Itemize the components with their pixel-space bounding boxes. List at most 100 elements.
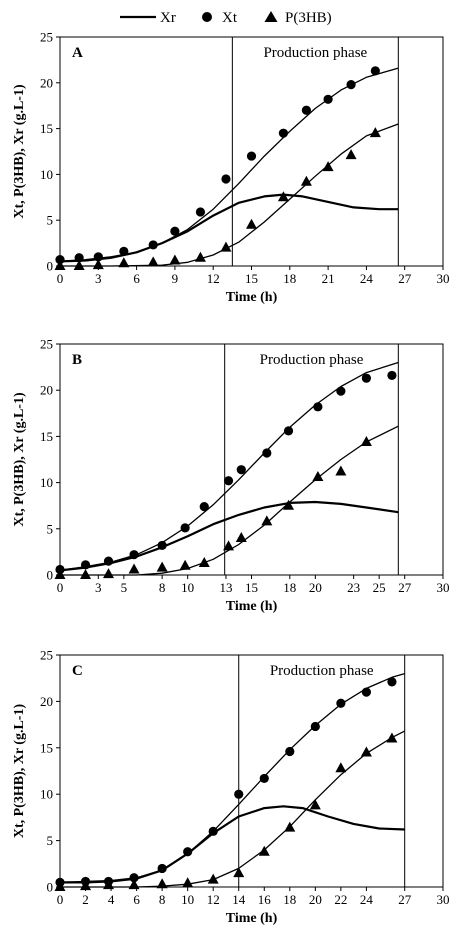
panel-c-y-tick-label: 10 — [40, 787, 53, 802]
panel-c-series-xt-point — [387, 677, 397, 687]
panel-a-x-tick-label: 12 — [207, 271, 220, 286]
panel-c-series-xt-point — [336, 698, 346, 708]
panel-b-x-tick-label: 15 — [245, 580, 258, 595]
panel-b-x-tick-label: 13 — [219, 580, 232, 595]
panel-b-x-tick-label: 5 — [121, 580, 128, 595]
panel-b-y-tick-label: 15 — [40, 429, 53, 444]
panel-c-series-xt-point — [183, 847, 193, 857]
panel-b-series-p-3hb--point — [283, 499, 295, 510]
panel-b-y-tick-label: 25 — [40, 337, 53, 352]
panel-a-y-tick-label: 5 — [47, 213, 54, 228]
panel-a-series-p-3hb--point — [118, 257, 130, 268]
panel-b-series-p-3hb--point — [360, 435, 372, 446]
panel-b-series-p-3hb-fit-line — [60, 425, 399, 576]
panel-c-x-tick-label: 8 — [159, 892, 166, 907]
panel-c-series-p-3hb--point — [335, 762, 347, 773]
panel-c-series-xt-fit-line — [59, 672, 405, 884]
panel-b-series-xt-point — [387, 370, 397, 381]
panel-b-series-p-3hb--point — [223, 540, 235, 551]
panel-a-series-p-3hb--point — [322, 161, 334, 172]
panel-c-series-p-3hb--point — [80, 880, 92, 891]
panel-a-label: A — [72, 45, 83, 61]
panel-b-series-xt-point — [262, 448, 272, 458]
panel-a-series-xt-point — [74, 253, 84, 263]
panel-b-series-p-3hb--point — [235, 532, 247, 543]
panel-b-x-tick-label: 25 — [373, 580, 386, 595]
panel-c-series-p-3hb--point — [284, 821, 296, 832]
legend: Xr Xt P(3HB) — [120, 10, 332, 26]
panel-b-series-xt-point — [336, 386, 346, 396]
panel-a-series-p-3hb--point — [220, 241, 232, 252]
panel-c-plot-frame — [59, 654, 444, 888]
panel-a-series-p-3hb--point — [92, 259, 104, 270]
panel-b-x-tick-label: 23 — [347, 580, 360, 595]
panel-a-series-xt-point — [301, 105, 311, 115]
panel-a: 0 5 10 15 20 25 0 3 6 9 12 15 18 21 24 27 30 Time (h) Xt, … — [12, 30, 450, 306]
panel-b-x-tick-label: 3 — [95, 580, 102, 595]
panel-c-series-xt-point — [129, 873, 139, 883]
panel-c-x-tick-label: 16 — [258, 892, 272, 907]
panel-c-x-tick-label: 6 — [133, 892, 140, 907]
panel-c-y-tick-label: 25 — [40, 648, 53, 663]
legend-label-xr: Xr — [160, 10, 176, 26]
panel-a-series-p-3hb--point — [277, 191, 289, 202]
panel-a-phase-annotation: Production phase — [263, 45, 367, 61]
panel-c-x-tick-label: 18 — [283, 892, 296, 907]
panel-c-series-p-3hb--point — [309, 799, 321, 810]
panel-a-series-xt-point — [246, 151, 257, 161]
panel-c-series-p-3hb--point — [207, 873, 219, 884]
panel-b-y-tick-label: 5 — [47, 521, 54, 536]
panel-c-series-xt-point — [208, 826, 218, 836]
panel-c-x-tick-label: 12 — [207, 892, 220, 907]
panel-b-series-p-3hb--point — [312, 471, 324, 482]
panel-b-series-p-3hb--point — [179, 559, 191, 570]
panel-b-x-tick-label: 18 — [283, 580, 296, 595]
panel-b-x-tick-label: 27 — [398, 580, 412, 595]
panel-c-x-tick-label: 2 — [82, 892, 89, 907]
panel-b-plot-frame — [59, 343, 444, 576]
panel-a-x-tick-label: 0 — [57, 271, 64, 286]
panel-b-series-xt-point — [199, 502, 209, 512]
panel-c-label: C — [72, 663, 83, 679]
panel-b-x-tick-label: 0 — [57, 580, 64, 595]
panel-a-series-xt-point — [346, 80, 356, 90]
panel-c-x-tick-label: 24 — [360, 892, 374, 907]
panel-b-series-xt-point — [223, 476, 234, 486]
panel-a-x-tick-label: 21 — [322, 271, 335, 286]
panel-b-series-xt-point — [103, 556, 114, 566]
panel-b-series-xt-point — [180, 523, 190, 533]
panel-a-series-xt-point — [119, 246, 129, 256]
panel-a-series-p-3hb-fit-line — [60, 123, 399, 267]
panel-c-y-tick-label: 0 — [47, 880, 54, 895]
panel-a-y-tick-label: 20 — [40, 75, 53, 90]
panel-c-x-tick-label: 10 — [181, 892, 194, 907]
panel-a-y-tick-label: 25 — [40, 30, 53, 45]
panel-a-x-tick-label: 30 — [437, 271, 450, 286]
panel-c-series-xt-point — [234, 789, 244, 799]
panel-a-series-xt-point — [278, 128, 289, 138]
panel-b-series-xt-point — [313, 402, 323, 412]
panel-c-series-p-3hb--point — [182, 877, 194, 888]
panel-a-series-p-3hb--point — [147, 256, 159, 267]
panel-b-series-xt-fit-line — [59, 361, 399, 572]
panel-a-series-xr-line — [59, 193, 399, 263]
panel-c-series-p-3hb--point — [360, 746, 372, 757]
panel-c-series-xt-point — [361, 687, 371, 697]
panel-a-series-xt-point — [370, 66, 380, 76]
panel-a-series-xt-point — [55, 254, 65, 265]
panel-b-y-axis-label: Xt, P(3HB), Xr (g.L-1) — [12, 392, 27, 527]
panel-b-series-xt-point — [236, 465, 246, 475]
panel-a-x-tick-label: 24 — [360, 271, 374, 286]
panel-a-series-xt-point — [148, 240, 158, 250]
panel-c-series-p-3hb--point — [233, 867, 245, 878]
panel-c-y-tick-label: 20 — [40, 694, 53, 709]
panel-a-y-tick-label: 0 — [47, 259, 54, 274]
panel-b-series-p-3hb--point — [335, 465, 347, 476]
panel-a-series-xt-fit-line — [59, 67, 399, 263]
panel-c-series-p-3hb-fit-line — [60, 730, 405, 888]
panel-b-x-tick-label: 30 — [437, 580, 450, 595]
panel-a-x-tick-label: 3 — [95, 271, 102, 286]
panel-c-x-tick-label: 22 — [334, 892, 347, 907]
panel-a-series-xt-point — [170, 226, 180, 236]
panel-a-series-p-3hb--point — [169, 254, 181, 265]
